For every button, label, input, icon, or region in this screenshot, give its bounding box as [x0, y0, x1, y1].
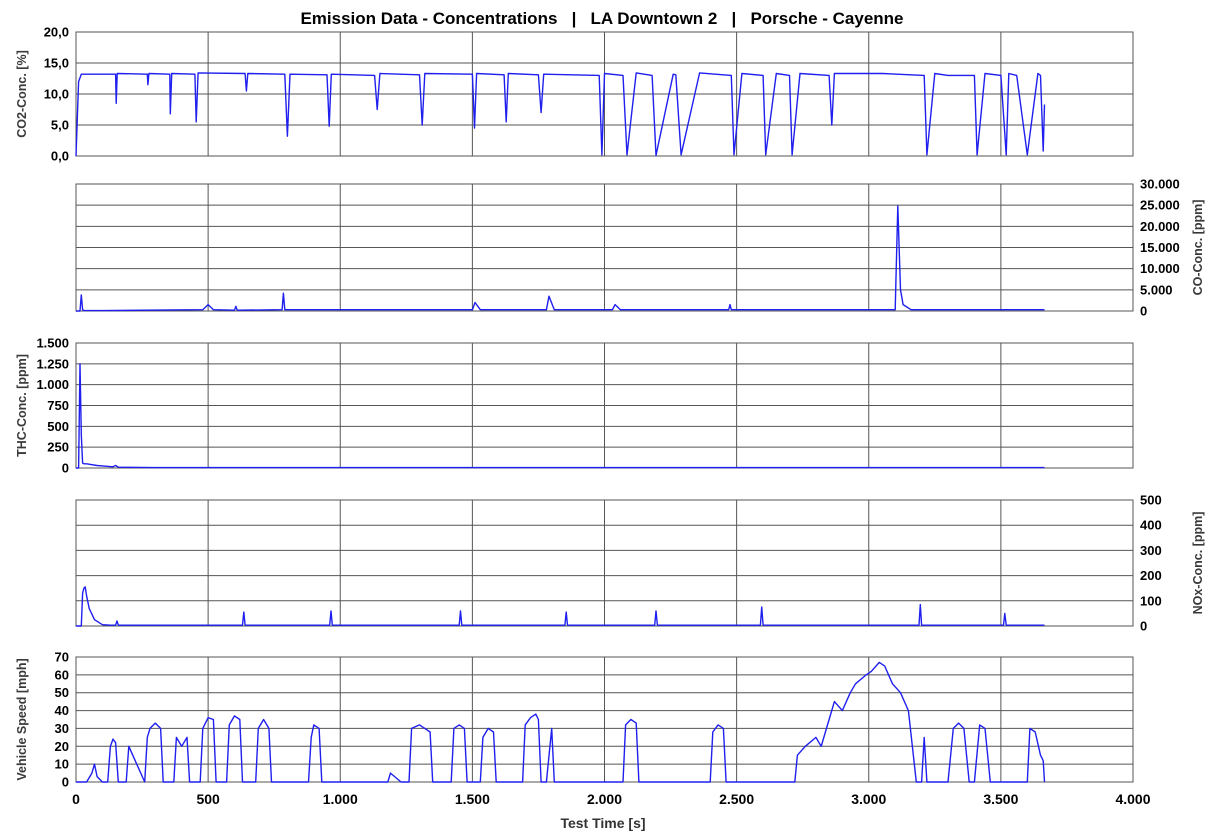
chart-title: Emission Data - Concentrations | LA Down…: [300, 9, 903, 28]
series-line-co: [76, 205, 1045, 312]
series-line-nox: [76, 586, 1045, 627]
y-tick-label: 0: [62, 775, 69, 790]
series-line-thc: [76, 363, 1045, 469]
x-tick-label: 2.500: [719, 791, 754, 807]
y-tick-label: 0: [62, 461, 69, 476]
y-tick-label: 25.000: [1140, 198, 1180, 213]
y-tick-label: 30: [55, 721, 69, 736]
y-tick-label: 5.000: [1140, 282, 1173, 297]
x-tick-label: 1.500: [455, 791, 490, 807]
y-tick-label: 20.000: [1140, 219, 1180, 234]
y-axis-label-co2: CO2-Conc. [%]: [15, 50, 29, 138]
y-tick-label: 30.000: [1140, 177, 1180, 192]
y-tick-label: 250: [47, 440, 69, 455]
x-axis-label: Test Time [s]: [560, 815, 645, 831]
y-tick-label: 10,0: [44, 87, 69, 102]
x-tick-label: 4.000: [1115, 791, 1150, 807]
panels: 0,0 5,0 10,0 15,0 20,0 CO2-Conc. [%] 0 5.000 10.…: [15, 25, 1205, 808]
y-tick-label: 500: [1140, 493, 1162, 508]
panel-frame: [75, 31, 1134, 157]
panel-thc: 0 250 500 750 1.000 1.250 1.500 THC-Conc. [ppm]: [15, 336, 1134, 476]
x-tick-label: 500: [196, 791, 220, 807]
y-tick-label: 5,0: [51, 118, 69, 133]
panel-frame: [75, 183, 1134, 312]
panel-co2: 0,0 5,0 10,0 15,0 20,0 CO2-Conc. [%]: [15, 25, 1134, 164]
y-axis-label-co: CO-Conc. [ppm]: [1191, 200, 1205, 296]
y-tick-label: 15.000: [1140, 240, 1180, 255]
y-tick-label: 200: [1140, 568, 1162, 583]
x-tick-label: 3.500: [983, 791, 1018, 807]
y-tick-label: 0: [1140, 304, 1147, 319]
y-tick-label: 0,0: [51, 149, 69, 164]
x-tick-label: 2.000: [587, 791, 622, 807]
y-tick-label: 10.000: [1140, 261, 1180, 276]
y-tick-label: 1.250: [36, 356, 69, 371]
y-tick-label: 15,0: [44, 56, 69, 71]
y-tick-label: 300: [1140, 543, 1162, 558]
y-tick-label: 100: [1140, 593, 1162, 608]
x-tick-label: 0: [72, 791, 80, 807]
y-axis-label-nox: NOx-Conc. [ppm]: [1191, 512, 1205, 615]
y-tick-label: 50: [55, 685, 69, 700]
y-tick-label: 60: [55, 667, 69, 682]
series-line-co2: [75, 72, 1046, 157]
series-line-speed: [76, 661, 1046, 783]
x-tick-label: 3.000: [851, 791, 886, 807]
y-axis-label-thc: THC-Conc. [ppm]: [15, 354, 29, 457]
y-tick-label: 750: [47, 398, 69, 413]
x-tick-label: 1.000: [323, 791, 358, 807]
y-axis-label-speed: Vehicle Speed [mph]: [15, 658, 29, 780]
panel-speed: 0 10 20 30 40 50 60 70 Vehicle Speed [mph]: [15, 650, 1134, 790]
y-tick-label: 1.000: [36, 377, 69, 392]
y-tick-label: 0: [1140, 619, 1147, 634]
panel-nox: 0 100 200 300 400 500 NOx-Conc. [ppm]: [75, 493, 1205, 634]
panel-frame: [75, 499, 1134, 627]
y-tick-label: 10: [55, 757, 69, 772]
y-tick-label: 500: [47, 419, 69, 434]
y-tick-label: 1.500: [36, 336, 69, 351]
y-tick-label: 400: [1140, 518, 1162, 533]
y-tick-label: 20: [55, 739, 69, 754]
panel-co: 0 5.000 10.000 15.000 20.000 25.000 30.000 CO-C…: [75, 177, 1205, 319]
y-tick-label: 20,0: [44, 25, 69, 40]
y-tick-label: 70: [55, 650, 69, 665]
y-tick-label: 40: [55, 703, 69, 718]
